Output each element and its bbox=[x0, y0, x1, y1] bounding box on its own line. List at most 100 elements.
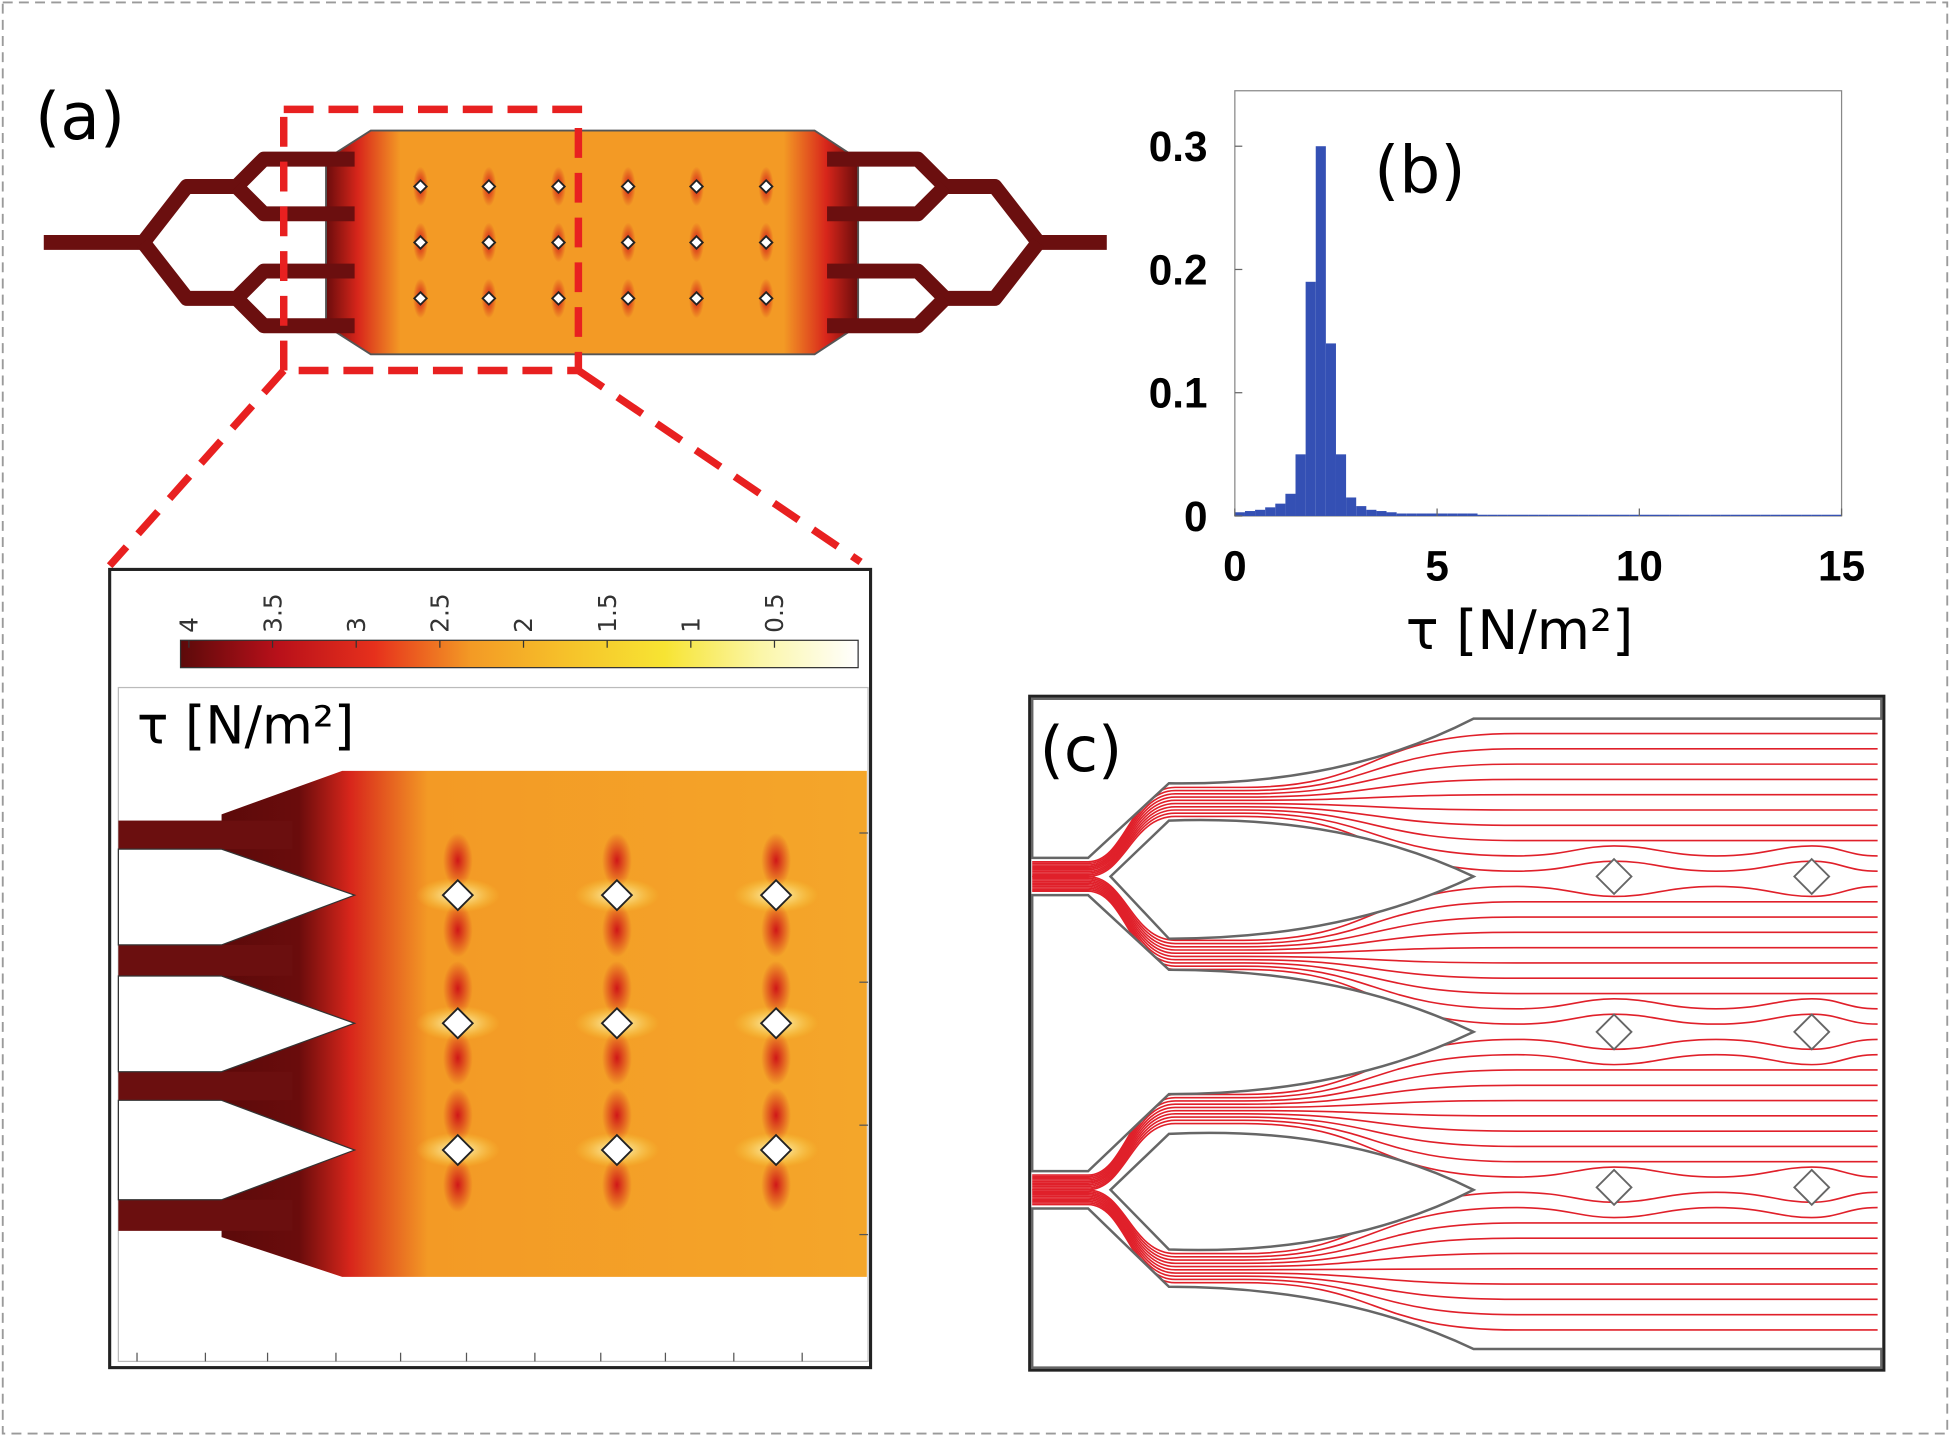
bar bbox=[1528, 514, 1539, 516]
streamline bbox=[1032, 887, 1878, 995]
bar bbox=[1497, 514, 1508, 516]
colorbar bbox=[179, 639, 859, 669]
streamline bbox=[1032, 880, 1878, 951]
bar bbox=[1265, 507, 1276, 516]
streamline bbox=[1032, 1113, 1878, 1186]
bar bbox=[1780, 514, 1792, 516]
y-tick-label: 0.3 bbox=[1149, 123, 1208, 170]
bar bbox=[1639, 514, 1650, 516]
pillar bbox=[481, 234, 497, 250]
x-tick-label: 0 bbox=[1223, 543, 1247, 590]
streamline bbox=[1032, 1197, 1878, 1271]
bar bbox=[1598, 514, 1609, 516]
x-tick-label: 15 bbox=[1818, 543, 1865, 590]
colorbar-tick-label: 2.5 bbox=[426, 593, 455, 633]
x-axis-label: τ [N/m²] bbox=[1406, 598, 1634, 662]
chamber bbox=[325, 129, 860, 356]
channels bbox=[43, 151, 1107, 334]
bar bbox=[1750, 514, 1761, 516]
bar bbox=[1295, 454, 1306, 516]
streamline bbox=[1032, 809, 1878, 874]
panel-label: (b) bbox=[1374, 134, 1465, 209]
bar bbox=[1770, 514, 1781, 516]
streamline bbox=[1032, 885, 1878, 980]
pillar bbox=[620, 178, 636, 195]
colorbar-tick-label: 1 bbox=[677, 617, 706, 633]
bar bbox=[1244, 511, 1256, 516]
wedges bbox=[117, 848, 357, 1201]
walls bbox=[1030, 697, 1883, 1369]
streamline bbox=[1032, 1194, 1878, 1265]
bar bbox=[1619, 514, 1630, 516]
bar bbox=[1275, 503, 1286, 516]
pillar bbox=[481, 290, 497, 306]
streamline bbox=[1032, 802, 1878, 871]
bar bbox=[1487, 514, 1498, 516]
bar bbox=[1568, 514, 1579, 516]
streamline-panel bbox=[1028, 694, 1886, 1372]
bar bbox=[1426, 513, 1438, 516]
colorbar-tick-label: 2 bbox=[509, 617, 538, 633]
bar bbox=[1234, 512, 1245, 516]
bar bbox=[1305, 281, 1316, 516]
pillar bbox=[412, 234, 429, 250]
halo bbox=[761, 1030, 791, 1086]
x-tick-label: 10 bbox=[1616, 543, 1663, 590]
streamline bbox=[1032, 748, 1878, 865]
streamline bbox=[1032, 1069, 1878, 1180]
halo bbox=[761, 1157, 791, 1213]
colorbar-tick-label: 3.5 bbox=[258, 593, 287, 633]
bar bbox=[1720, 514, 1731, 516]
colorbar-title: τ [N/m²] bbox=[137, 696, 354, 756]
streamline bbox=[1032, 1192, 1878, 1261]
pillar bbox=[1793, 857, 1831, 896]
pillar bbox=[759, 1133, 793, 1167]
bar bbox=[1315, 146, 1326, 516]
bar bbox=[1396, 513, 1407, 516]
pillar bbox=[550, 178, 567, 195]
pillar bbox=[1595, 1013, 1633, 1051]
halo bbox=[442, 833, 473, 888]
pillars bbox=[415, 833, 819, 1213]
bar bbox=[1285, 493, 1296, 516]
field bbox=[221, 770, 867, 1277]
bar bbox=[1447, 513, 1458, 516]
panel-label: (c) bbox=[1040, 713, 1123, 786]
bar bbox=[1801, 514, 1812, 516]
bar bbox=[1791, 514, 1802, 516]
streamline bbox=[1032, 877, 1878, 945]
halo bbox=[602, 1087, 632, 1143]
zoom-line bbox=[106, 368, 287, 569]
bar bbox=[1578, 514, 1589, 516]
halo bbox=[761, 902, 791, 958]
bar bbox=[1325, 343, 1336, 516]
bar bbox=[1649, 514, 1660, 516]
halo bbox=[442, 1030, 473, 1086]
bar bbox=[1457, 513, 1468, 516]
streamline bbox=[1032, 812, 1878, 876]
bar bbox=[1437, 513, 1448, 516]
bar bbox=[1558, 514, 1569, 516]
pillar bbox=[1793, 1013, 1831, 1051]
pillar bbox=[758, 290, 774, 306]
bar bbox=[1629, 514, 1640, 516]
bar bbox=[1406, 513, 1417, 516]
streamline bbox=[1032, 763, 1878, 866]
halo bbox=[602, 833, 632, 888]
bar bbox=[1730, 514, 1741, 516]
halo bbox=[602, 1157, 632, 1213]
bar bbox=[1659, 514, 1670, 516]
bar bbox=[1517, 514, 1529, 516]
bar bbox=[1548, 514, 1559, 516]
halo bbox=[442, 1087, 473, 1143]
pillar bbox=[441, 1133, 475, 1167]
pillar bbox=[441, 878, 475, 912]
bar bbox=[1538, 514, 1549, 516]
bar bbox=[1700, 514, 1711, 516]
halo bbox=[761, 833, 791, 888]
streamline bbox=[1032, 1084, 1878, 1181]
y-tick-label: 0.1 bbox=[1149, 370, 1208, 417]
bar bbox=[1346, 497, 1357, 516]
streamline bbox=[1032, 1053, 1878, 1178]
streamline bbox=[1032, 793, 1878, 870]
